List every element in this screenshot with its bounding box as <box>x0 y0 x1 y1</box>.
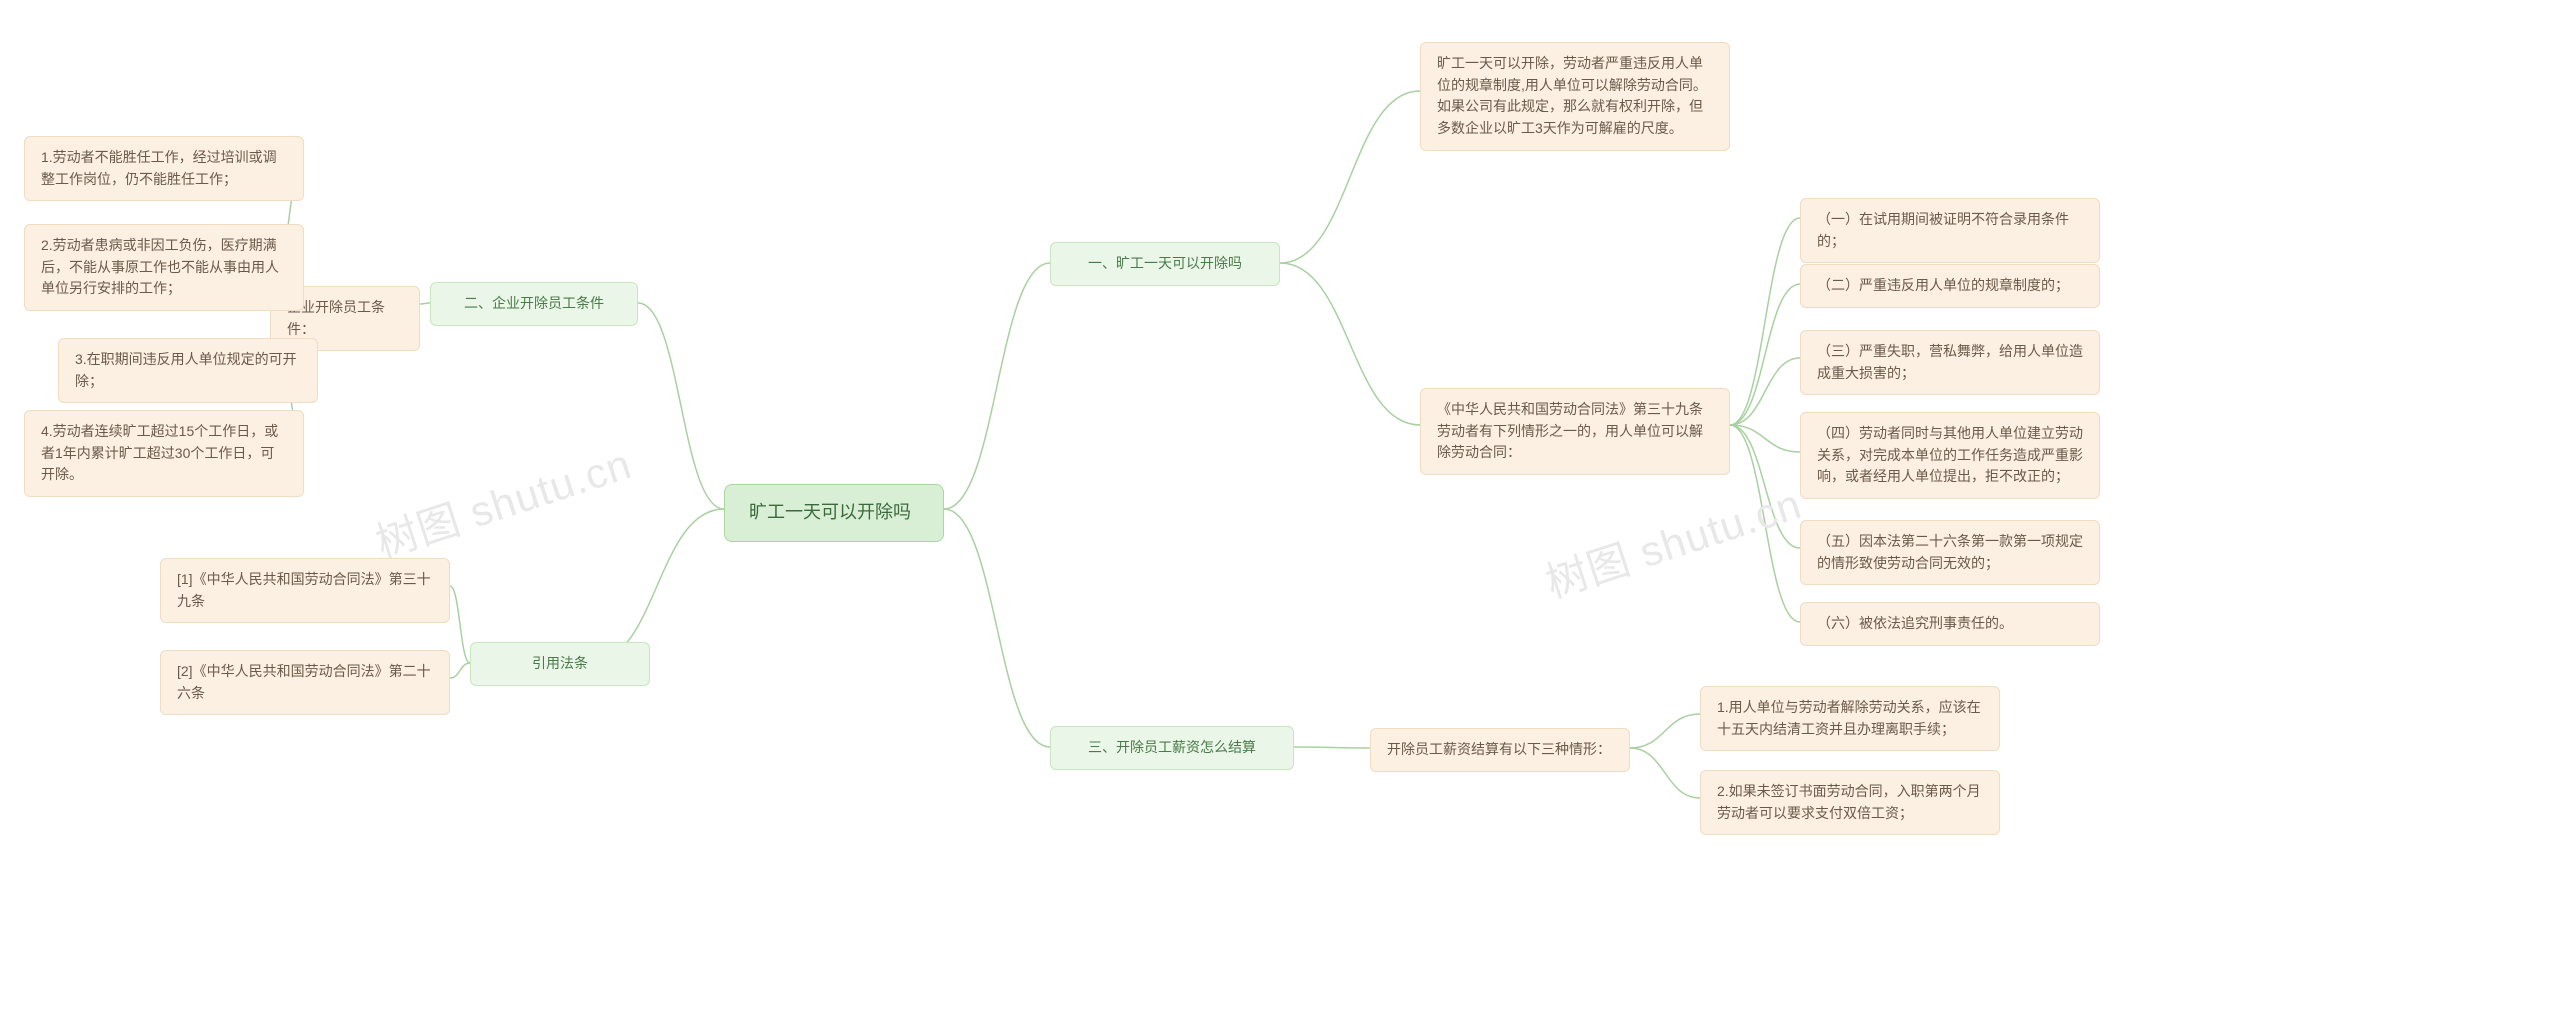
watermark: 树图 shutu.cn <box>1537 470 1808 610</box>
leaf-right-0-1-1: （二）严重违反用人单位的规章制度的； <box>1800 264 2100 308</box>
connector-layer <box>0 0 2560 1021</box>
leaf-left-0-0-0: 1.劳动者不能胜任工作，经过培训或调整工作岗位，仍不能胜任工作； <box>24 136 304 201</box>
branch-right-0: 一、旷工一天可以开除吗 <box>1050 242 1280 286</box>
sub-left-1-1: [2]《中华人民共和国劳动合同法》第二十六条 <box>160 650 450 715</box>
sub-right-1-0: 开除员工薪资结算有以下三种情形： <box>1370 728 1630 772</box>
watermark: 树图 shutu.cn <box>367 430 638 570</box>
leaf-right-1-0-0: 1.用人单位与劳动者解除劳动关系，应该在十五天内结清工资并且办理离职手续； <box>1700 686 2000 751</box>
leaf-left-0-0-2: 3.在职期间违反用人单位规定的可开除； <box>58 338 318 403</box>
leaf-right-0-1-5: （六）被依法追究刑事责任的。 <box>1800 602 2100 646</box>
branch-right-1: 三、开除员工薪资怎么结算 <box>1050 726 1294 770</box>
leaf-right-0-1-2: （三）严重失职，营私舞弊，给用人单位造成重大损害的； <box>1800 330 2100 395</box>
leaf-right-1-0-1: 2.如果未签订书面劳动合同，入职第两个月劳动者可以要求支付双倍工资； <box>1700 770 2000 835</box>
leaf-right-0-1-0: （一）在试用期间被证明不符合录用条件的； <box>1800 198 2100 263</box>
sub-right-0-0: 旷工一天可以开除，劳动者严重违反用人单位的规章制度,用人单位可以解除劳动合同。如… <box>1420 42 1730 151</box>
branch-left-1: 引用法条 <box>470 642 650 686</box>
leaf-right-0-1-3: （四）劳动者同时与其他用人单位建立劳动关系，对完成本单位的工作任务造成严重影响，… <box>1800 412 2100 499</box>
leaf-left-0-0-1: 2.劳动者患病或非因工负伤，医疗期满后，不能从事原工作也不能从事由用人单位另行安… <box>24 224 304 311</box>
sub-right-0-1: 《中华人民共和国劳动合同法》第三十九条劳动者有下列情形之一的，用人单位可以解除劳… <box>1420 388 1730 475</box>
branch-left-0: 二、企业开除员工条件 <box>430 282 638 326</box>
leaf-left-0-0-3: 4.劳动者连续旷工超过15个工作日，或者1年内累计旷工超过30个工作日，可开除。 <box>24 410 304 497</box>
sub-left-1-0: [1]《中华人民共和国劳动合同法》第三十九条 <box>160 558 450 623</box>
leaf-right-0-1-4: （五）因本法第二十六条第一款第一项规定的情形致使劳动合同无效的； <box>1800 520 2100 585</box>
center-node: 旷工一天可以开除吗 <box>724 484 944 542</box>
